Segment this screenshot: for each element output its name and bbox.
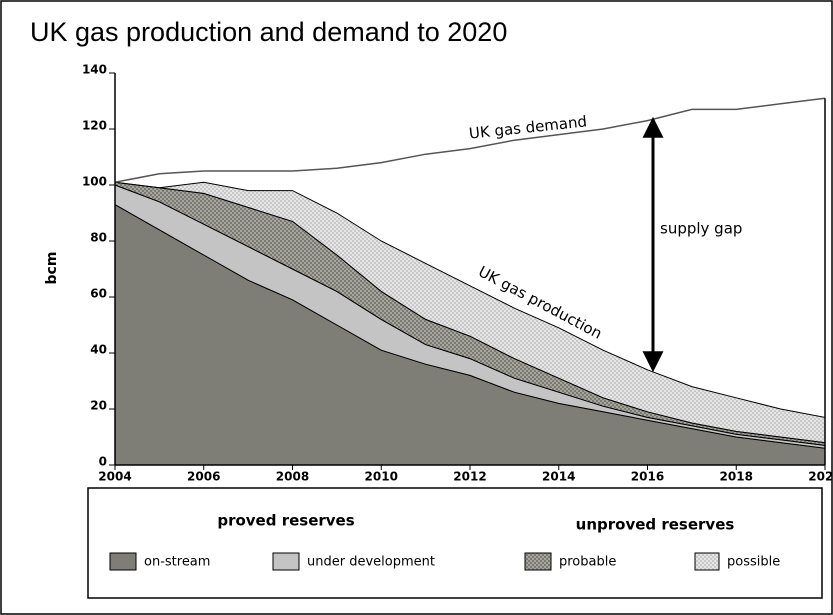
legend-swatch (272, 552, 300, 571)
legend-group: proved reserves (217, 512, 354, 530)
x-tick-label: 2016 (631, 470, 664, 484)
legend-box (87, 487, 823, 599)
annotation: supply gap (660, 220, 742, 238)
legend-swatch (694, 552, 720, 571)
x-tick-label: 2008 (276, 470, 309, 484)
y-tick-label: 80 (90, 231, 107, 245)
x-tick-label: 2020 (808, 470, 833, 484)
legend-swatch (109, 552, 137, 571)
legend-group: unproved reserves (576, 516, 735, 534)
legend-label: under development (307, 555, 435, 570)
y-axis-label: bcm (44, 252, 60, 285)
y-tick-label: 40 (90, 343, 107, 357)
y-tick-label: 20 (90, 399, 107, 413)
y-tick-label: 120 (82, 119, 107, 133)
x-tick-label: 2012 (453, 470, 486, 484)
y-tick-label: 60 (90, 287, 107, 301)
y-tick-label: 100 (82, 175, 107, 189)
demand-line (114, 97, 826, 183)
x-tick-label: 2004 (98, 470, 131, 484)
x-tick-label: 2010 (365, 470, 398, 484)
y-tick-label: 140 (82, 63, 107, 77)
y-tick-label: 0 (99, 455, 107, 469)
x-tick-label: 2018 (720, 470, 753, 484)
legend-swatch (524, 552, 552, 571)
chart-title: UK gas production and demand to 2020 (30, 17, 507, 47)
x-tick-label: 2006 (187, 470, 220, 484)
legend-label: on-stream (144, 555, 210, 570)
legend-label: probable (559, 555, 616, 570)
x-tick-label: 2014 (542, 470, 575, 484)
legend-label: possible (727, 555, 780, 570)
